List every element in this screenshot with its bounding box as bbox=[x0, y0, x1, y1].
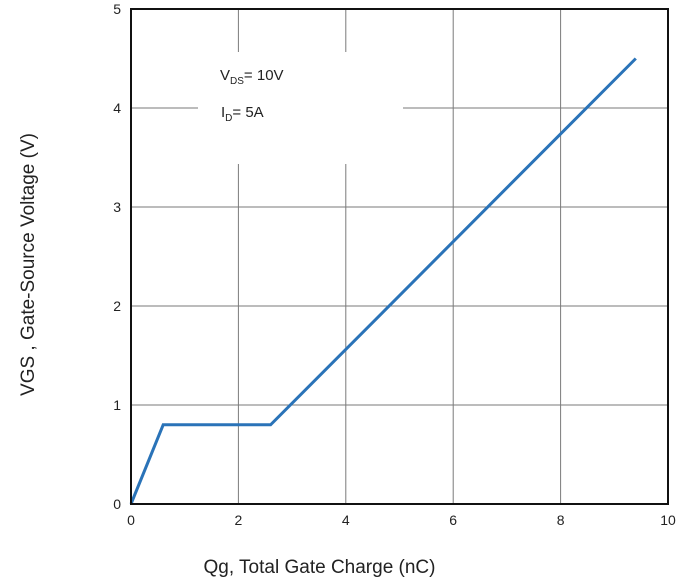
annotation-vds: VDS= 10V bbox=[220, 67, 284, 87]
x-tick-label-8: 8 bbox=[557, 512, 565, 528]
x-tick-label-10: 10 bbox=[660, 512, 676, 528]
tick-labels: 0 2 4 6 8 10 0 1 2 3 4 5 bbox=[113, 1, 676, 528]
y-tick-label-0: 0 bbox=[113, 496, 121, 512]
y-tick-label-5: 5 bbox=[113, 1, 121, 17]
series-line-0 bbox=[129, 57, 637, 505]
annotation-id: ID= 5A bbox=[221, 104, 264, 124]
x-axis-title: Qg, Total Gate Charge (nC) bbox=[204, 557, 436, 578]
x-tick-label-0: 0 bbox=[127, 512, 135, 528]
condition-annotations: VDS= 10V ID= 5A bbox=[220, 67, 284, 124]
annotation-background bbox=[198, 52, 403, 164]
annotation-id-sub: D bbox=[225, 113, 232, 124]
y-tick-label-2: 2 bbox=[113, 298, 121, 314]
plot-frame bbox=[130, 8, 669, 505]
y-tick-label-1: 1 bbox=[113, 397, 121, 413]
x-tick-label-4: 4 bbox=[342, 512, 350, 528]
annotation-vds-rest: = 10V bbox=[244, 67, 284, 84]
annotation-vds-main: V bbox=[220, 67, 230, 84]
annotation-id-rest: = 5A bbox=[232, 104, 263, 121]
x-tick-label-2: 2 bbox=[235, 512, 243, 528]
y-tick-label-3: 3 bbox=[113, 199, 121, 215]
annotation-vds-sub: DS bbox=[230, 76, 244, 87]
y-axis-title: VGS , Gate-Source Voltage (V) bbox=[18, 133, 39, 396]
y-tick-label-4: 4 bbox=[113, 100, 121, 116]
annotation-id-main: I bbox=[221, 104, 225, 121]
x-tick-label-6: 6 bbox=[449, 512, 457, 528]
series-layer bbox=[129, 57, 637, 505]
